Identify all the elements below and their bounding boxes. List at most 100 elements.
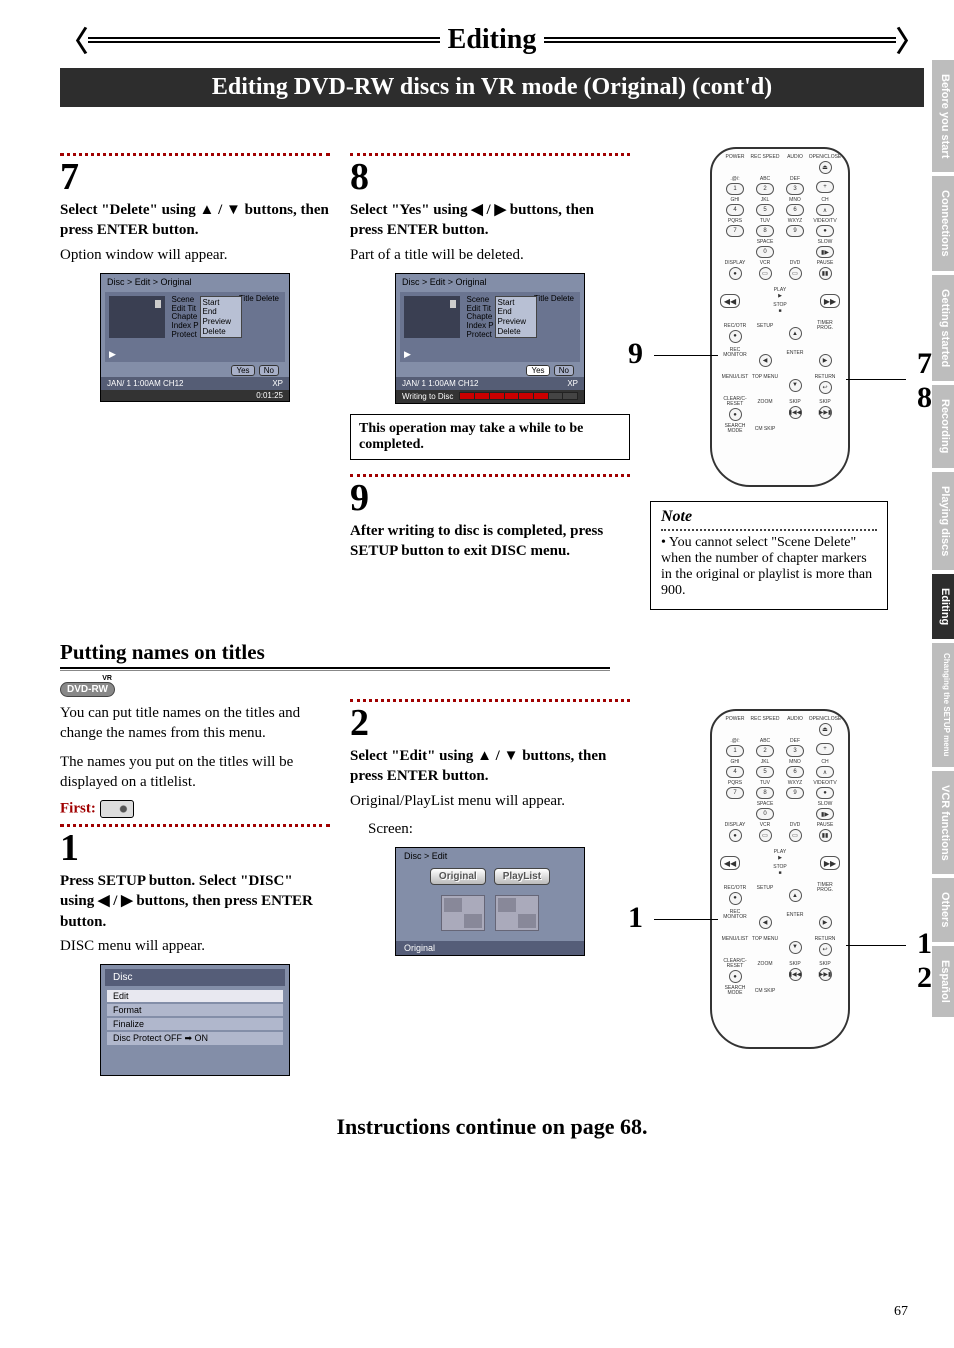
callout-line: [846, 945, 906, 946]
step-body: DISC menu will appear.: [60, 936, 330, 956]
remote-label: SKIP: [819, 400, 830, 405]
remote-button: ◀: [759, 354, 772, 367]
remote-button: ▭: [789, 829, 802, 842]
disc-tray-icon: [100, 800, 134, 818]
osd-yes-no: Yes No: [101, 364, 289, 377]
remote-label: POWER: [726, 717, 745, 722]
step-number: 1: [60, 829, 330, 867]
callout-number: 1: [628, 901, 643, 935]
osd-yes-no: Yes No: [396, 364, 584, 377]
remote-button: ∧: [816, 204, 834, 216]
remote-label: JKL: [761, 198, 770, 203]
callout-number: 7: [917, 347, 932, 381]
disc-menu-header: Disc: [105, 969, 285, 986]
remote-label: CM SKIP: [755, 989, 776, 994]
remote-label: SPACE: [757, 240, 774, 245]
remote-label: ENTER: [787, 351, 804, 356]
disc-menu-item: Edit: [107, 990, 283, 1002]
remote-label: REC/OTR: [724, 324, 747, 329]
osd-popup-item: Delete: [498, 327, 534, 337]
op-breadcrumb: Disc > Edit: [396, 848, 584, 864]
remote-button: 2: [756, 745, 774, 757]
remote-button: 0: [756, 808, 774, 820]
osd-popup-title: Title Delete: [239, 294, 279, 303]
remote-fwd-button: ▶▶: [820, 294, 840, 308]
remote-button: ▮▶: [816, 246, 834, 258]
remote-button: ▶: [819, 354, 832, 367]
note-body: • You cannot select "Scene Delete" when …: [661, 535, 877, 599]
remote-label: REC/OTR: [724, 886, 747, 891]
op-thumbnail: [441, 895, 485, 931]
divider: [350, 699, 630, 702]
op-tab-playlist: PlayList: [494, 868, 550, 885]
remote-label: SEARCH MODE: [720, 424, 750, 434]
remote-label: VIDEO/TV: [813, 781, 836, 786]
divider: [350, 153, 630, 156]
remote-diagram: POWERREC SPEEDAUDIOOPEN/CLOSE⏏.@/:1ABC2D…: [650, 709, 910, 1049]
remote-label: SPACE: [757, 802, 774, 807]
osd-menu-item: Protect: [467, 331, 494, 340]
remote-button: ▭: [759, 829, 772, 842]
remote-button: ▲: [789, 889, 802, 902]
remote-button: ⏏: [819, 161, 832, 174]
remote-button: ▼: [789, 941, 802, 954]
remote-label: .@/:: [730, 177, 739, 182]
osd-footer-left: JAN/ 1 1:00AM CH12: [107, 379, 183, 388]
step-body: Original/PlayList menu will appear.: [350, 791, 630, 811]
osd-preview-thumb: [109, 296, 165, 338]
remote-button: ▭: [759, 267, 772, 280]
osd-footer-right: XP: [567, 379, 578, 388]
osd-popup-item: Preview: [498, 317, 534, 327]
remote-label: WXYZ: [788, 219, 802, 224]
remote-label: ZOOM: [758, 400, 773, 405]
remote-label: REC MONITOR: [720, 348, 750, 358]
remote-label: SKIP: [819, 962, 830, 967]
remote-label: TIMER PROG.: [810, 321, 840, 331]
side-tab-strip: Before you startConnectionsGetting start…: [932, 60, 954, 1021]
step-number: 7: [60, 158, 330, 196]
section-heading: Putting names on titles: [60, 640, 924, 665]
remote-diagram: POWERREC SPEEDAUDIOOPEN/CLOSE⏏.@/:1ABC2D…: [650, 147, 910, 487]
osd-menu: Scene Edit Tit Chapte Index P Protect St…: [172, 296, 199, 340]
remote-rev-button: ◀◀: [720, 856, 740, 870]
side-tab: Before you start: [932, 60, 954, 172]
remote-button: +: [816, 743, 834, 755]
remote-label: ENTER: [787, 913, 804, 918]
remote-label: CH: [821, 198, 828, 203]
remote-button: ▭: [789, 267, 802, 280]
section-subtitle-bar: Editing DVD-RW discs in VR mode (Origina…: [60, 68, 924, 107]
side-tab: Editing: [932, 574, 954, 639]
remote-label: SLOW: [818, 240, 833, 245]
remote-button: 7: [726, 225, 744, 237]
remote-label: REC SPEED: [751, 155, 780, 160]
osd-screenshot: Disc > Edit > Original Title Delete Scen…: [395, 273, 585, 404]
progress-bar: [459, 392, 578, 400]
remote-button: ●: [729, 330, 742, 343]
step-body: Option window will appear.: [60, 245, 330, 265]
note-title: Note: [661, 508, 877, 526]
osd-menu-item: Protect: [172, 331, 199, 340]
main-title: Editing: [440, 24, 545, 56]
side-tab: Recording: [932, 385, 954, 467]
osd-preview-thumb: [404, 296, 460, 338]
side-tab: VCR functions: [932, 771, 954, 875]
remote-button: ▶▶▮: [819, 968, 832, 981]
osd-popup-item: Delete: [203, 327, 239, 337]
remote-button: 5: [756, 204, 774, 216]
remote-button: ●: [729, 970, 742, 983]
section-intro: You can put title names on the titles an…: [60, 703, 330, 744]
step-instruction: Select "Delete" using ▲ / ▼ buttons, the…: [60, 200, 330, 241]
remote-button: 0: [756, 246, 774, 258]
remote-dpad: ◀◀PLAY▶STOP■▶▶: [720, 283, 840, 319]
remote-button: 6: [786, 766, 804, 778]
remote-label: MENU/LIST: [722, 937, 749, 942]
header-rule: [88, 37, 440, 43]
osd-yes: Yes: [526, 365, 549, 376]
remote-label: TOP MENU: [752, 937, 778, 942]
osd-breadcrumb: Disc > Edit > Original: [101, 274, 289, 290]
side-tab: Others: [932, 878, 954, 941]
continue-text: Instructions continue on page 68.: [60, 1114, 924, 1140]
remote-button: 7: [726, 787, 744, 799]
remote-label: VCR: [760, 261, 771, 266]
divider: [60, 153, 330, 156]
